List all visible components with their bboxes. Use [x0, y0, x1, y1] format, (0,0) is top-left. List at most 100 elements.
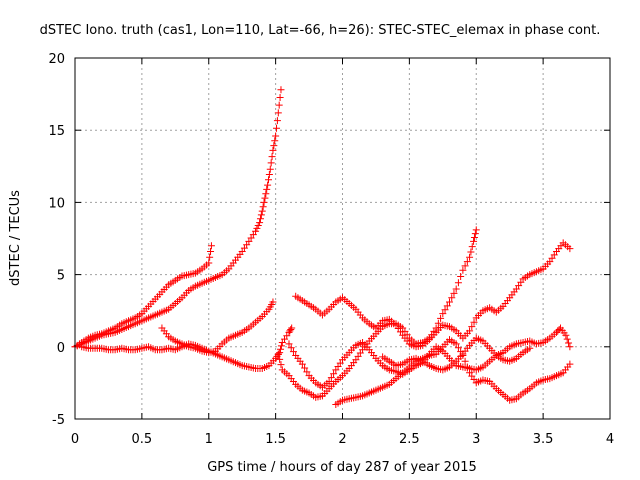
- data-point: [256, 219, 264, 227]
- data-point: [263, 185, 271, 193]
- y-tick-label: 10: [48, 196, 65, 211]
- data-point: [276, 355, 284, 363]
- data-point: [287, 325, 295, 333]
- data-series-track: [332, 336, 574, 409]
- data-point: [327, 374, 335, 382]
- data-point: [271, 137, 279, 145]
- plot-frame: [74, 57, 611, 420]
- data-point: [259, 203, 267, 211]
- data-point: [252, 227, 260, 235]
- data-point: [285, 340, 293, 348]
- data-point: [264, 181, 272, 189]
- data-series-track: [71, 242, 215, 351]
- data-point: [325, 377, 333, 385]
- x-tick-label: 3: [472, 432, 480, 447]
- data-point: [207, 242, 215, 250]
- data-point: [272, 132, 280, 140]
- data-point: [268, 153, 276, 161]
- data-point: [461, 262, 469, 270]
- x-tick-label: 4: [606, 432, 614, 447]
- data-point: [526, 344, 534, 352]
- data-point: [274, 109, 282, 117]
- data-point: [253, 224, 261, 232]
- data-point: [448, 294, 456, 302]
- data-point: [288, 324, 296, 332]
- data-point: [454, 344, 462, 352]
- data-point: [264, 176, 272, 184]
- data-point: [463, 258, 471, 266]
- data-point: [260, 198, 268, 206]
- y-axis-label: dSTEC / TECUs: [8, 190, 23, 286]
- data-point: [470, 237, 478, 245]
- data-series-track: [78, 324, 296, 372]
- data-point: [286, 327, 294, 335]
- data-point: [443, 302, 451, 310]
- data-point: [450, 289, 458, 297]
- data-point: [277, 361, 285, 369]
- data-point: [466, 327, 474, 335]
- grid: [75, 58, 610, 419]
- data-point: [265, 170, 273, 178]
- data-point: [301, 364, 309, 372]
- data-point: [267, 159, 275, 167]
- data-point: [273, 124, 281, 132]
- data-series-track: [71, 86, 285, 351]
- data-point: [269, 146, 277, 154]
- data-point: [261, 194, 269, 202]
- data-point: [439, 310, 447, 318]
- x-tick-label: 0.5: [132, 432, 153, 447]
- data-series: [71, 86, 574, 409]
- data-point: [276, 349, 284, 357]
- data-point: [457, 273, 465, 281]
- data-point: [446, 298, 453, 306]
- data-point: [434, 319, 442, 327]
- data-point: [452, 285, 460, 293]
- data-point: [287, 344, 295, 352]
- data-point: [262, 190, 270, 198]
- data-point: [468, 323, 476, 331]
- data-point: [256, 215, 264, 223]
- data-point: [289, 348, 297, 356]
- data-point: [277, 86, 285, 94]
- x-tick-label: 1: [205, 432, 213, 447]
- data-series-track: [292, 239, 574, 351]
- x-tick-labels: 0 0.5 1 1.5 2 2.5 3 3.5 4: [71, 432, 614, 447]
- data-point: [566, 245, 574, 253]
- chart-title: dSTEC Iono. truth (cas1, Lon=110, Lat=-6…: [40, 23, 601, 38]
- data-point: [266, 165, 274, 173]
- data-point: [470, 234, 478, 242]
- y-tick-label: -5: [52, 413, 65, 428]
- data-point: [467, 248, 475, 256]
- data-point: [330, 370, 338, 378]
- x-tick-label: 0: [71, 432, 79, 447]
- data-point: [463, 363, 471, 371]
- x-tick-label: 1.5: [265, 432, 286, 447]
- data-point: [468, 243, 476, 251]
- data-point: [205, 259, 213, 267]
- data-point: [454, 279, 462, 287]
- data-point: [562, 331, 570, 339]
- data-point: [437, 314, 445, 322]
- y-tick-labels: -5 0 5 10 15 20: [48, 52, 65, 428]
- data-point: [461, 357, 469, 365]
- data-series-track: [158, 298, 277, 357]
- data-point: [298, 360, 306, 368]
- data-point: [555, 325, 563, 333]
- data-point: [566, 360, 574, 368]
- y-tick-label: 20: [48, 52, 65, 67]
- data-point: [472, 226, 480, 234]
- data-point: [207, 247, 215, 255]
- data-point: [269, 298, 277, 306]
- y-tick-label: 15: [48, 124, 65, 139]
- x-tick-label: 2: [338, 432, 346, 447]
- x-tick-label: 3.5: [533, 432, 554, 447]
- data-point: [563, 335, 571, 343]
- data-point: [452, 340, 460, 348]
- data-point: [471, 230, 479, 238]
- x-tick-label: 2.5: [399, 432, 420, 447]
- data-point: [285, 328, 293, 336]
- data-point: [459, 266, 467, 274]
- data-point: [275, 101, 283, 109]
- data-series-track: [274, 226, 480, 401]
